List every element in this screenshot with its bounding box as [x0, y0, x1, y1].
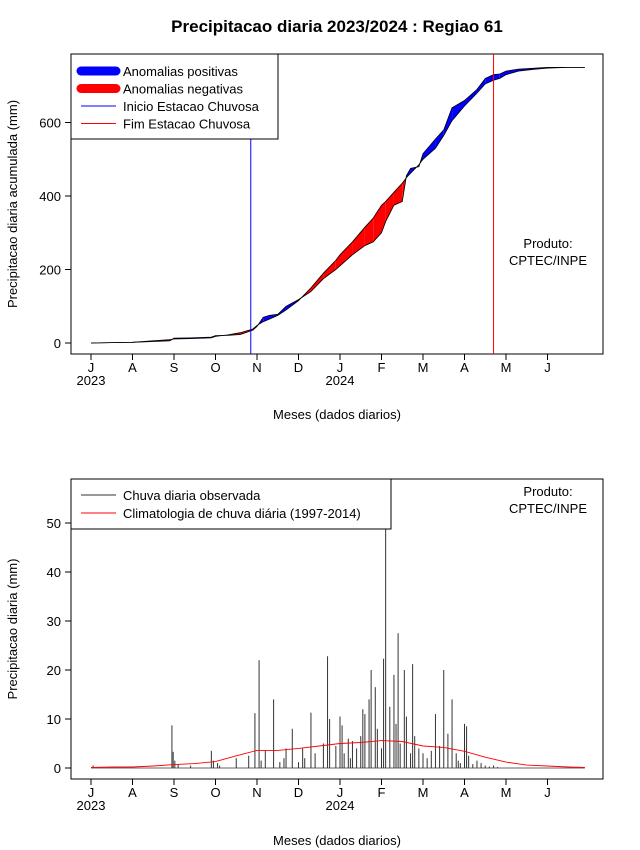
- product-annotation: CPTEC/INPE: [509, 501, 587, 516]
- anomaly-segment: [499, 71, 506, 79]
- x-tick-label: A: [460, 360, 469, 375]
- year-label: 2024: [326, 373, 355, 388]
- y-tick-label: 400: [39, 189, 61, 204]
- legend-entry: Anomalias negativas: [123, 82, 243, 97]
- x-tick-label: F: [378, 785, 386, 800]
- x-tick-label: O: [210, 360, 220, 375]
- x-axis-label: Meses (dados diarios): [273, 407, 401, 422]
- x-tick-label: M: [418, 360, 429, 375]
- observed-accumulated-line: [90, 67, 585, 344]
- x-tick-label: J: [88, 360, 95, 375]
- anomaly-segment: [323, 260, 336, 279]
- x-tick-label: S: [170, 785, 179, 800]
- x-tick-label: F: [378, 360, 386, 375]
- anomaly-segment: [423, 139, 436, 160]
- legend-box: [70, 478, 392, 530]
- y-axis-label: Precipitacao diaria (mm): [5, 559, 20, 700]
- product-annotation: CPTEC/INPE: [509, 253, 587, 268]
- x-tick-label: M: [501, 785, 512, 800]
- anomaly-segment: [464, 89, 477, 106]
- x-tick-label: J: [337, 785, 344, 800]
- y-tick-label: 600: [39, 116, 61, 131]
- year-label: 2023: [77, 798, 106, 813]
- x-tick-label: A: [460, 785, 469, 800]
- anomaly-segment: [381, 201, 386, 233]
- y-tick-label: 10: [47, 712, 61, 727]
- plot-frame: [70, 53, 604, 355]
- anomaly-segment: [476, 78, 486, 94]
- x-tick-label: N: [252, 360, 261, 375]
- chart-title: Precipitacao diaria 2023/2024 : Regiao 6…: [171, 17, 503, 36]
- x-tick-label: J: [337, 360, 344, 375]
- x-tick-label: J: [544, 785, 551, 800]
- x-tick-label: O: [210, 785, 220, 800]
- anomaly-segment: [452, 100, 465, 121]
- x-tick-label: M: [418, 785, 429, 800]
- x-tick-label: D: [294, 785, 303, 800]
- legend-entry: Fim Estacao Chuvosa: [123, 117, 251, 132]
- x-axis-label: Meses (dados diarios): [273, 833, 401, 848]
- anomaly-segment: [335, 254, 340, 270]
- legend-entry: Anomalias positivas: [123, 64, 238, 79]
- x-tick-label: A: [128, 785, 137, 800]
- anomaly-segment: [310, 273, 324, 292]
- y-tick-label: 0: [54, 336, 61, 351]
- y-tick-label: 40: [47, 565, 61, 580]
- year-label: 2023: [77, 373, 106, 388]
- x-tick-label: D: [294, 360, 303, 375]
- anomaly-segment: [340, 241, 353, 266]
- anomaly-segment: [443, 107, 453, 136]
- year-label: 2024: [326, 798, 355, 813]
- legend-entry: Climatologia de chuva diária (1997-2014): [123, 506, 361, 521]
- anomaly-segment: [435, 129, 444, 149]
- x-tick-label: A: [128, 360, 137, 375]
- y-tick-label: 200: [39, 263, 61, 278]
- y-tick-label: 20: [47, 663, 61, 678]
- anomaly-segment: [373, 205, 382, 242]
- anomaly-segment: [506, 69, 519, 75]
- product-annotation: Produto:: [523, 236, 572, 251]
- climatology-accumulated-line: [90, 67, 585, 344]
- climatology-daily-line: [90, 740, 585, 768]
- product-annotation: Produto:: [523, 484, 572, 499]
- x-tick-label: M: [501, 360, 512, 375]
- legend-entry: Inicio Estacao Chuvosa: [123, 99, 260, 114]
- y-tick-label: 30: [47, 614, 61, 629]
- anomaly-segment: [393, 183, 403, 206]
- x-tick-label: J: [544, 360, 551, 375]
- x-tick-label: J: [88, 785, 95, 800]
- anomaly-segment: [352, 227, 365, 255]
- x-tick-label: S: [170, 360, 179, 375]
- y-tick-label: 0: [54, 761, 61, 776]
- y-axis-label: Precipitacao diaria acumulada (mm): [5, 100, 20, 308]
- x-tick-label: N: [252, 785, 261, 800]
- y-tick-label: 50: [47, 516, 61, 531]
- legend-entry: Chuva diaria observada: [123, 488, 261, 503]
- anomaly-segment: [485, 74, 494, 84]
